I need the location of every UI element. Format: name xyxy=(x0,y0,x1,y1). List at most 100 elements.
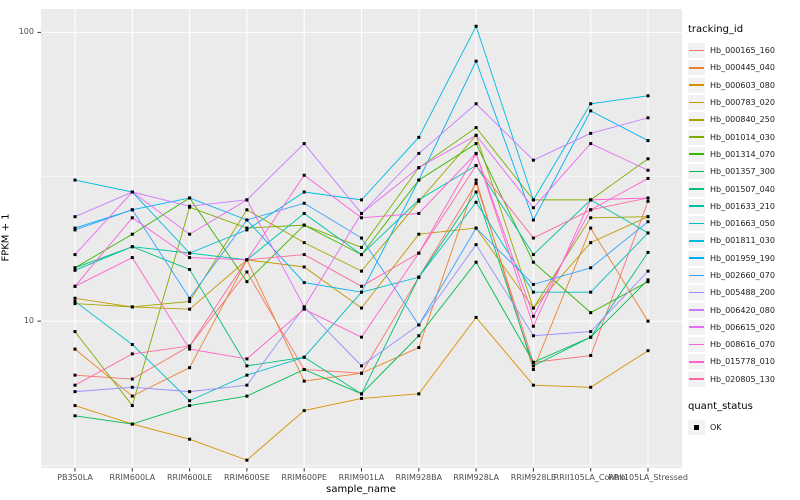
data-point xyxy=(589,290,593,294)
data-point xyxy=(360,216,363,220)
data-point xyxy=(531,383,535,387)
data-point xyxy=(188,256,192,260)
legend-entry-label: Hb_000165_160 xyxy=(710,46,775,56)
data-point xyxy=(417,178,421,182)
data-point xyxy=(646,269,650,273)
legend-entry-Hb_015778_010: Hb_015778_010 xyxy=(688,353,800,370)
data-point xyxy=(531,206,535,210)
data-point xyxy=(417,198,421,202)
data-point xyxy=(589,198,593,202)
legend-entry-Hb_001357_300: Hb_001357_300 xyxy=(688,163,800,180)
data-point xyxy=(302,409,306,413)
data-point xyxy=(245,270,249,274)
data-point xyxy=(245,394,249,398)
data-point xyxy=(589,208,593,212)
legend-entry-label: Hb_015778_010 xyxy=(710,357,775,367)
data-point xyxy=(245,208,249,212)
data-point xyxy=(646,319,650,323)
legend-key-swatch xyxy=(688,354,705,370)
legend-entry-label: Hb_001811_030 xyxy=(710,236,775,246)
x-axis-title: sample_name xyxy=(326,484,396,495)
data-point xyxy=(360,371,363,375)
x-tick-label-RRIM928LA: RRIM928LA xyxy=(453,473,499,482)
data-point xyxy=(531,306,535,310)
data-point xyxy=(73,266,77,270)
data-point xyxy=(646,231,650,235)
x-tick-label-RRIM600LE: RRIM600LE xyxy=(167,473,213,482)
data-point xyxy=(130,385,134,389)
data-point xyxy=(73,268,77,272)
data-point xyxy=(302,190,306,194)
legend-key-swatch xyxy=(688,233,705,249)
data-point xyxy=(531,282,535,286)
y-tick-label-100: 100 xyxy=(18,27,34,37)
data-point xyxy=(474,152,478,156)
legend-entry-label: Hb_001314_070 xyxy=(710,149,775,159)
data-point xyxy=(474,142,478,146)
legend-key-line xyxy=(689,188,704,190)
data-point xyxy=(646,94,650,98)
legend-entry-label: Hb_020805_130 xyxy=(710,374,775,384)
data-point xyxy=(531,158,535,162)
data-point xyxy=(589,241,593,245)
data-point xyxy=(302,367,306,371)
data-point xyxy=(302,241,306,245)
x-tick-label-PB350LA: PB350LA xyxy=(57,473,93,482)
data-point xyxy=(646,157,650,161)
data-point xyxy=(531,198,535,202)
legend-key-line xyxy=(689,66,704,69)
data-point xyxy=(130,208,134,212)
data-point xyxy=(417,166,421,170)
legend-entry-Hb_001507_040: Hb_001507_040 xyxy=(688,180,800,197)
legend-entry-Hb_006615_020: Hb_006615_020 xyxy=(688,319,800,336)
data-point xyxy=(302,281,306,285)
data-point xyxy=(73,373,77,377)
legend: tracking_id Hb_000165_160 Hb_000445_040 Hb… xyxy=(688,24,800,436)
legend-key-swatch xyxy=(688,302,705,318)
data-point xyxy=(646,220,650,224)
data-point xyxy=(360,284,363,288)
legend-quant-status: quant_status OK xyxy=(688,401,800,436)
data-point xyxy=(646,168,650,172)
data-point xyxy=(130,245,134,249)
data-point xyxy=(73,299,77,303)
legend-key-line xyxy=(689,239,704,242)
legend-key-swatch xyxy=(688,250,705,266)
legend-key-swatch xyxy=(688,146,705,162)
data-point xyxy=(302,201,306,205)
data-point xyxy=(417,232,421,236)
x-tick-label-RRIM600LA: RRIM600LA xyxy=(109,473,156,482)
data-point xyxy=(417,211,421,215)
legend-key-line xyxy=(689,257,704,259)
data-point xyxy=(188,299,192,303)
legend-key-line xyxy=(689,222,704,225)
legend-entry-label: Hb_006615_020 xyxy=(710,322,775,332)
data-point xyxy=(73,302,77,306)
data-point xyxy=(646,215,650,219)
legend-key-swatch xyxy=(688,77,705,93)
data-point xyxy=(188,267,192,271)
legend-key-line xyxy=(689,378,704,380)
legend-key-line xyxy=(689,49,704,52)
legend-key-line xyxy=(689,170,704,173)
data-point xyxy=(188,347,192,351)
data-point xyxy=(474,59,478,63)
legend-entry-Hb_005488_200: Hb_005488_200 xyxy=(688,284,800,301)
legend-entry-Hb_001633_210: Hb_001633_210 xyxy=(688,198,800,215)
data-point xyxy=(589,335,593,339)
data-point xyxy=(73,226,77,230)
data-point xyxy=(474,243,478,247)
data-point xyxy=(589,142,593,146)
data-point xyxy=(130,232,134,236)
data-point xyxy=(130,305,134,309)
data-point xyxy=(245,198,249,202)
legend-entry-label: Hb_001663_050 xyxy=(710,219,775,229)
data-point xyxy=(302,265,306,269)
legend-entry-label: Hb_005488_200 xyxy=(710,288,775,298)
data-point xyxy=(188,232,192,236)
data-point xyxy=(73,228,77,232)
legend-key-swatch xyxy=(688,112,705,128)
legend-entry-Hb_006420_080: Hb_006420_080 xyxy=(688,301,800,318)
data-point xyxy=(531,314,535,318)
